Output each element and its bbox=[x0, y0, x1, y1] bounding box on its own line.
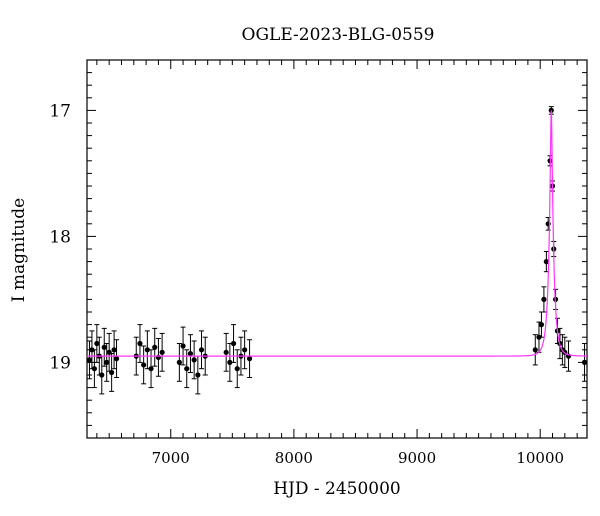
data-point bbox=[109, 369, 115, 376]
data-point bbox=[195, 372, 201, 378]
data-point bbox=[99, 372, 105, 378]
data-point bbox=[113, 356, 120, 362]
data-point bbox=[159, 349, 165, 355]
y-tick-label: 19 bbox=[49, 353, 71, 373]
x-tick-label: 9000 bbox=[398, 449, 436, 467]
data-point bbox=[101, 344, 107, 350]
data-point bbox=[532, 347, 538, 353]
y-axis-ticks: 17 18 19 bbox=[49, 59, 587, 439]
data-point bbox=[94, 340, 100, 347]
model-curve bbox=[87, 110, 587, 357]
data-point bbox=[581, 359, 588, 365]
y-tick-label: 18 bbox=[49, 227, 71, 247]
x-tick-label: 10000 bbox=[516, 449, 564, 467]
data-point bbox=[234, 366, 240, 372]
data-points bbox=[86, 106, 588, 395]
data-point bbox=[541, 296, 547, 302]
y-tick-label: 17 bbox=[49, 101, 71, 121]
data-point bbox=[86, 357, 93, 363]
data-point bbox=[184, 366, 190, 372]
data-point bbox=[230, 340, 237, 347]
data-point bbox=[543, 259, 549, 265]
data-point bbox=[144, 347, 150, 353]
data-point bbox=[227, 359, 233, 365]
data-point bbox=[106, 349, 112, 355]
data-point bbox=[111, 347, 117, 353]
data-point bbox=[91, 366, 97, 372]
data-point bbox=[246, 356, 253, 362]
data-point bbox=[198, 347, 205, 353]
data-point bbox=[137, 340, 143, 347]
data-point bbox=[141, 362, 147, 368]
data-point bbox=[242, 347, 248, 353]
data-point bbox=[176, 359, 182, 365]
data-point bbox=[223, 349, 229, 355]
x-axis-ticks: 7000 8000 9000 10000 bbox=[96, 60, 578, 467]
x-tick-label: 7000 bbox=[152, 449, 190, 467]
plot-frame bbox=[86, 59, 588, 439]
data-point bbox=[148, 366, 154, 372]
data-point bbox=[191, 357, 197, 363]
x-tick-label: 8000 bbox=[275, 449, 313, 467]
y-axis-label: I magnitude bbox=[9, 198, 29, 302]
data-point bbox=[538, 322, 545, 328]
data-point bbox=[152, 344, 158, 350]
data-point bbox=[180, 343, 186, 349]
x-axis-label: HJD - 2450000 bbox=[273, 479, 401, 499]
data-point bbox=[187, 350, 194, 357]
data-point bbox=[104, 359, 110, 365]
chart-title: OGLE-2023-BLG-0559 bbox=[242, 25, 435, 45]
